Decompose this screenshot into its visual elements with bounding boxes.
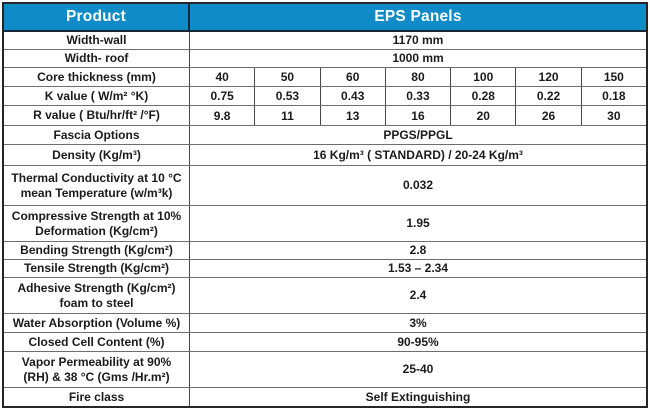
table-header-row: Product EPS Panels [4, 4, 646, 32]
core-thickness-value: 100 [451, 68, 517, 86]
table-row-thermal-conductivity: Thermal Conductivity at 10 °C mean Tempe… [4, 166, 646, 206]
k-value: 0.18 [602, 89, 626, 103]
k-value: 0.28 [451, 87, 517, 105]
r-value: 26 [516, 106, 582, 125]
row-value: 90-95% [397, 334, 439, 349]
row-label: Adhesive Strength (Kg/cm²) foam to steel [4, 278, 190, 313]
r-value: 11 [255, 106, 321, 125]
k-value: 0.53 [255, 87, 321, 105]
table-row-vapor-permeability: Vapor Permeability at 90% (RH) & 38 °C (… [4, 352, 646, 388]
table-row-fascia-options: Fascia Options PPGS/PPGL [4, 126, 646, 145]
r-value: 30 [607, 108, 621, 123]
r-value: 13 [321, 106, 386, 125]
table-row-density: Density (Kg/m³) 16 Kg/m³ ( STANDARD) / 2… [4, 145, 646, 166]
row-label: Core thickness (mm) [4, 68, 190, 86]
core-thickness-value: 80 [386, 68, 452, 86]
table-row-closed-cell-content: Closed Cell Content (%) 90-95% [4, 333, 646, 352]
row-label: Compressive Strength at 10% Deformation … [4, 206, 190, 241]
table-row-width-roof: Width- roof 1000 mm [4, 50, 646, 68]
row-value: 3% [409, 315, 427, 330]
row-label: Bending Strength (Kg/cm²) [4, 242, 190, 259]
k-value: 0.43 [321, 87, 386, 105]
table-row-k-value: K value ( W/m² °K) 0.75 0.53 0.43 0.33 0… [4, 87, 646, 106]
row-value: 1170 mm [392, 33, 444, 47]
r-value: 20 [451, 106, 517, 125]
table-row-bending-strength: Bending Strength (Kg/cm²) 2.8 [4, 242, 646, 260]
row-value: 25-40 [402, 362, 434, 376]
core-thickness-value: 40 [190, 68, 256, 86]
core-thickness-value: 120 [516, 68, 582, 86]
row-value: 2.4 [409, 288, 427, 302]
core-thickness-value: 60 [321, 68, 386, 86]
row-value: PPGS/PPGL [383, 127, 453, 142]
table-row-width-wall: Width-wall 1170 mm [4, 32, 646, 50]
row-label: Density (Kg/m³) [4, 145, 190, 165]
table-row-fire-class: Fire class Self Extinguishing [4, 388, 646, 406]
row-label: Thermal Conductivity at 10 °C mean Tempe… [4, 166, 190, 205]
row-label: Water Absorption (Volume %) [4, 314, 190, 332]
product-column-header: Product [4, 4, 190, 30]
core-thickness-value: 50 [255, 68, 321, 86]
row-label: Width- roof [4, 50, 190, 67]
row-value: 1000 mm [392, 51, 444, 65]
r-value: 9.8 [190, 106, 256, 125]
table-row-core-thickness: Core thickness (mm) 40 50 60 80 100 120 … [4, 68, 646, 87]
row-label: Closed Cell Content (%) [4, 333, 190, 351]
k-value: 0.75 [190, 87, 256, 105]
row-label: Vapor Permeability at 90% (RH) & 38 °C (… [4, 352, 190, 387]
row-value: 1.53 – 2.34 [387, 261, 449, 275]
row-label: Fire class [4, 388, 190, 406]
table-row-water-absorption: Water Absorption (Volume %) 3% [4, 314, 646, 333]
row-value: 1.95 [406, 216, 430, 230]
row-label: K value ( W/m² °K) [4, 87, 190, 105]
k-value: 0.33 [386, 87, 452, 105]
table-row-adhesive-strength: Adhesive Strength (Kg/cm²) foam to steel… [4, 278, 646, 314]
row-label: Width-wall [4, 32, 190, 49]
r-value: 16 [386, 106, 452, 125]
row-value: 16 Kg/m³ ( STANDARD) / 20-24 Kg/m³ [313, 147, 523, 162]
table-row-r-value: R value ( Btu/hr/ft² /°F) 9.8 11 13 16 2… [4, 106, 646, 126]
table-row-tensile-strength: Tensile Strength (Kg/cm²) 1.53 – 2.34 [4, 260, 646, 278]
k-value: 0.22 [516, 87, 582, 105]
row-label: Tensile Strength (Kg/cm²) [4, 260, 190, 277]
row-value: 2.8 [409, 243, 427, 257]
eps-panels-column-header: EPS Panels [374, 8, 462, 26]
row-label: Fascia Options [4, 126, 190, 144]
row-value: Self Extinguishing [365, 389, 471, 404]
table-row-compressive-strength: Compressive Strength at 10% Deformation … [4, 206, 646, 242]
core-thickness-value: 150 [603, 70, 624, 84]
row-label: R value ( Btu/hr/ft² /°F) [4, 106, 190, 125]
row-value: 0.032 [402, 178, 434, 192]
